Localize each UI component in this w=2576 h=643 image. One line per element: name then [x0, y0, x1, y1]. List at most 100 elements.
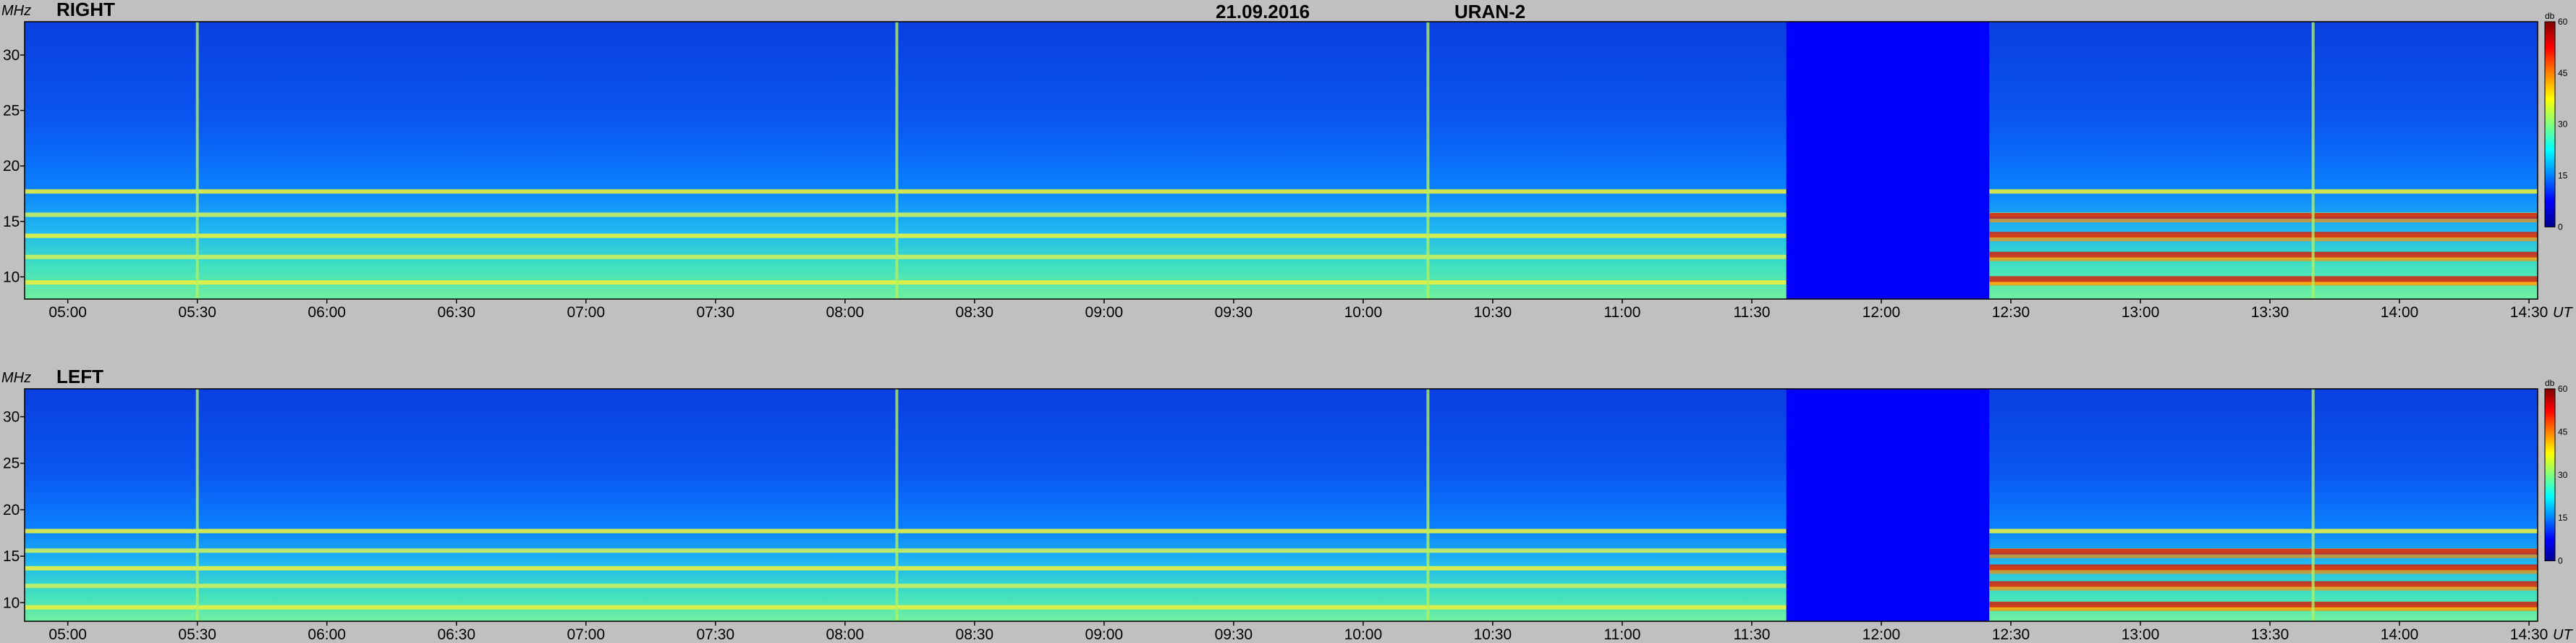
colorbar-scale: [2544, 388, 2556, 562]
strong-band-edge: [1989, 570, 2538, 574]
colorbar: db 0 15 30 45 60: [2544, 11, 2568, 232]
colorbar-tick-label: 45: [2558, 68, 2568, 78]
x-tick-label: 13:30: [2251, 304, 2289, 321]
interference-band: [1989, 529, 2538, 534]
vertical-burst: [2311, 22, 2315, 299]
x-tick-label: 08:30: [956, 626, 994, 643]
spectrogram-image: [25, 389, 2538, 621]
x-tick-label: 10:30: [1474, 304, 1512, 321]
strong-band-edge: [1989, 282, 2538, 286]
x-tick-label: 07:00: [567, 304, 605, 321]
y-axis-unit: MHz: [1, 370, 31, 386]
strong-band: [1989, 581, 2538, 587]
strong-band-edge: [1989, 607, 2538, 611]
colorbar-scale: [2544, 21, 2556, 227]
x-tick-label: 10:00: [1344, 304, 1383, 321]
colorbar-unit: db: [2545, 378, 2555, 388]
strong-band-edge: [1989, 238, 2538, 242]
vertical-burst: [895, 22, 899, 299]
vertical-burst: [2311, 389, 2315, 621]
x-tick-label: 06:30: [437, 304, 475, 321]
interference-band: [25, 605, 1787, 610]
interference-band: [25, 212, 1787, 217]
x-tick-label: 07:00: [567, 626, 605, 643]
vertical-burst: [195, 389, 199, 621]
x-tick-label: 09:30: [1215, 304, 1253, 321]
x-tick-label: 05:30: [178, 626, 216, 643]
x-tick-label: 05:30: [178, 304, 216, 321]
observation-date: 21.09.2016: [1216, 1, 1310, 22]
x-tick-label: 12:30: [1992, 626, 2030, 643]
x-tick-label: 14:00: [2381, 304, 2419, 321]
strong-band: [1989, 601, 2538, 608]
x-tick-label: 13:00: [2122, 626, 2160, 643]
x-tick-label: 09:00: [1085, 626, 1124, 643]
x-tick-label: 06:00: [308, 304, 346, 321]
x-tick-label: 14:00: [2381, 626, 2419, 643]
x-tick-label: 09:00: [1085, 304, 1124, 321]
y-tick-label: 25: [3, 455, 20, 472]
x-tick-label: 05:00: [48, 626, 87, 643]
interference-band: [25, 584, 1787, 589]
strong-band-edge: [1989, 587, 2538, 591]
x-tick-label: 09:30: [1215, 626, 1253, 643]
panel-right: RIGHT MHz 10 15 20 25 30 05:00 05:30 06:00 06:30 07…: [1, 0, 2573, 321]
x-axis-unit: UT: [2553, 627, 2573, 643]
vertical-burst: [1426, 22, 1430, 299]
x-tick-label: 14:30: [2510, 626, 2549, 643]
y-tick-label: 30: [3, 47, 20, 64]
colorbar-tick-label: 0: [2558, 222, 2563, 232]
x-tick-label: 05:00: [48, 304, 87, 321]
interference-band: [1989, 189, 2538, 194]
strong-band: [1989, 564, 2538, 571]
panel-title: LEFT: [56, 366, 103, 387]
strong-band: [1989, 548, 2538, 555]
panel-left: LEFT MHz 10 15 20 25 30 05:00 05:30 06:00 06:30 07:…: [1, 366, 2573, 643]
x-tick-label: 12:00: [1863, 626, 1901, 643]
plot-frame: [24, 388, 2538, 622]
instrument-name: URAN-2: [1454, 1, 1525, 22]
x-tick-label: 06:00: [308, 626, 346, 643]
colorbar-tick-label: 30: [2558, 470, 2568, 480]
x-tick-label: 13:00: [2122, 304, 2160, 321]
x-tick-label: 11:30: [1733, 304, 1770, 321]
colorbar-tick-label: 15: [2558, 513, 2568, 523]
y-tick-label: 25: [3, 103, 20, 119]
vertical-burst: [1426, 389, 1430, 621]
x-tick-label: 10:00: [1344, 626, 1383, 643]
y-tick-label: 10: [3, 594, 20, 611]
x-tick-label: 12:00: [1863, 304, 1901, 321]
strong-band-edge: [1989, 554, 2538, 558]
strong-band: [1989, 276, 2538, 282]
strong-band-edge: [1989, 219, 2538, 223]
x-tick-label: 07:30: [696, 626, 734, 643]
x-tick-label: 14:30: [2510, 304, 2549, 321]
colorbar-tick-label: 60: [2558, 17, 2568, 27]
x-tick-label: 08:00: [826, 304, 865, 321]
x-tick-label: 06:30: [437, 626, 475, 643]
strong-band: [1989, 232, 2538, 238]
strong-band: [1989, 213, 2538, 219]
interference-band: [25, 254, 1787, 259]
spectrogram-image: [25, 22, 2538, 299]
plot-frame: [24, 21, 2538, 300]
x-tick-label: 11:30: [1733, 626, 1770, 643]
interference-band: [25, 189, 1787, 194]
y-tick-label: 15: [3, 548, 20, 565]
colorbar-unit: db: [2545, 11, 2555, 21]
x-tick-label: 10:30: [1474, 626, 1512, 643]
colorbar-tick-label: 15: [2558, 171, 2568, 181]
y-tick-label: 15: [3, 214, 20, 230]
x-axis-unit: UT: [2553, 305, 2573, 321]
y-tick-label: 30: [3, 409, 20, 426]
colorbar-tick-label: 30: [2558, 119, 2568, 130]
x-tick-label: 11:00: [1603, 626, 1640, 643]
x-tick-label: 08:30: [956, 304, 994, 321]
interference-band: [25, 280, 1787, 285]
x-tick-label: 11:00: [1603, 304, 1640, 321]
panel-title: RIGHT: [56, 0, 115, 20]
strong-band-edge: [1989, 257, 2538, 261]
colorbar-tick-label: 45: [2558, 426, 2568, 437]
